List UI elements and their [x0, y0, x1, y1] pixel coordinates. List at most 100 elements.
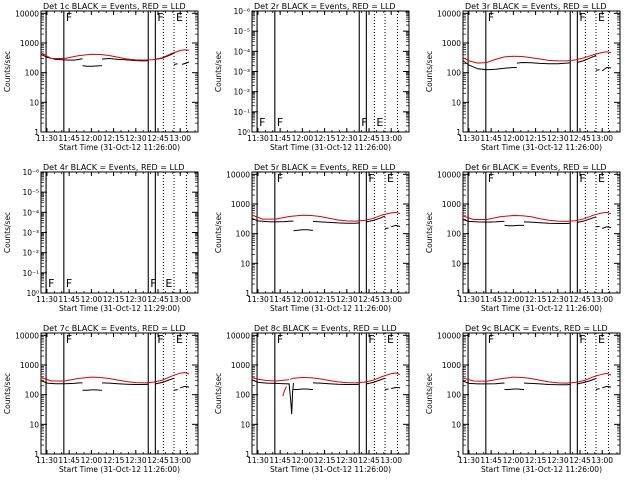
panel-7: Det 7c BLACK = Events, RED = LLD 11:30 11:…	[3, 324, 199, 474]
y-axis-label: Counts/sec	[214, 51, 223, 92]
events-series-line	[40, 380, 83, 385]
events-series-line	[251, 217, 294, 223]
x-tick-label: 12:45	[147, 134, 169, 143]
y-axis-label: Counts/sec	[425, 373, 434, 414]
y-axis-label: Counts/sec	[214, 212, 223, 253]
x-tick-label: 12:45	[358, 295, 380, 304]
panel-title: Det 6r BLACK = Events, RED = LLD	[465, 163, 607, 172]
plot-frame	[251, 171, 410, 294]
y-tick-label: 100	[25, 391, 40, 400]
y-axis-label: Counts/sec	[3, 51, 12, 92]
events-series-line	[181, 61, 190, 65]
marker-flag: E	[598, 333, 605, 346]
y-tick-label: 10⁻⁴	[233, 47, 250, 56]
marker-flag: F	[579, 333, 585, 346]
x-tick-label: 13:00	[169, 295, 191, 304]
marker-flag: F	[66, 277, 72, 290]
panel-8: Det 8c BLACK = Events, RED = LLD 11:30 11:…	[214, 324, 410, 474]
y-axis-label: Counts/sec	[425, 212, 434, 253]
plot-frame	[40, 10, 199, 133]
panel-title: Det 9c BLACK = Events, RED = LLD	[465, 324, 608, 333]
x-tick-label: 12:15	[314, 134, 336, 143]
plot-frame	[40, 332, 199, 455]
y-tick-label: 10000	[226, 170, 250, 179]
events-series-line	[293, 229, 313, 232]
y-tick-label: 10000	[15, 331, 39, 340]
panel-5: Det 5r BLACK = Events, RED = LLD 11:30 11:…	[214, 163, 410, 313]
x-tick-label: 12:00	[503, 134, 525, 143]
y-tick-label: 10⁰	[26, 289, 39, 298]
y-tick-label: 10	[451, 259, 461, 268]
marker-flag: E	[598, 172, 605, 185]
panel-title: Det 2r BLACK = Events, RED = LLD	[254, 2, 396, 11]
events-series-line	[523, 382, 571, 386]
events-series-line	[577, 216, 597, 223]
y-tick-label: 1000	[442, 200, 461, 209]
x-tick-label: 12:15	[103, 295, 125, 304]
x-tick-label: 11:45	[58, 295, 80, 304]
events-series-line	[312, 382, 360, 385]
events-series-line	[577, 55, 597, 63]
y-tick-label: 100	[447, 391, 462, 400]
x-tick-label: 11:30	[247, 134, 269, 143]
y-tick-label: 10⁻⁴	[22, 208, 39, 217]
x-tick-label: 12:00	[81, 295, 103, 304]
y-tick-label: 10	[29, 98, 39, 107]
y-tick-label: 100	[236, 391, 251, 400]
events-series-line	[462, 219, 505, 223]
y-tick-label: 10000	[437, 331, 461, 340]
events-series-line	[523, 221, 571, 224]
x-tick-label: 12:30	[125, 134, 147, 143]
x-tick-label: 13:00	[380, 456, 402, 465]
x-tick-label: 13:00	[169, 134, 191, 143]
y-tick-label: 100	[447, 230, 462, 239]
marker-flag: F	[277, 172, 283, 185]
x-tick-label: 12:15	[525, 295, 547, 304]
marker-flag: E	[176, 11, 183, 24]
events-series-line	[595, 69, 600, 71]
y-tick-label: 10	[451, 98, 461, 107]
marker-flag: E	[176, 333, 183, 346]
y-tick-label: 10000	[437, 9, 461, 18]
x-tick-label: 11:30	[247, 456, 269, 465]
events-series-line	[391, 224, 401, 228]
x-tick-label: 12:30	[125, 295, 147, 304]
y-tick-label: 10	[240, 420, 250, 429]
events-series-line	[391, 386, 401, 390]
x-tick-label: 12:00	[503, 295, 525, 304]
lld-series-line	[251, 377, 290, 382]
y-axis-label: Counts/sec	[3, 212, 12, 253]
x-tick-label: 13:00	[591, 456, 613, 465]
y-tick-label: 10⁻³	[22, 229, 39, 238]
y-tick-label: 10⁰	[237, 128, 250, 137]
marker-flag: F	[368, 333, 374, 346]
x-tick-label: 12:00	[292, 134, 314, 143]
y-tick-label: 1	[34, 450, 39, 459]
x-tick-label: 11:45	[269, 295, 291, 304]
events-series-line	[101, 382, 149, 385]
x-tick-label: 12:00	[81, 134, 103, 143]
x-axis-label: Start Time (31-Oct-12 11:26:00)	[270, 465, 391, 474]
panel-4: Det 4r BLACK = Events, RED = LLD 11:30 11:…	[3, 163, 199, 313]
x-tick-label: 12:45	[358, 134, 380, 143]
x-tick-label: 12:15	[314, 456, 336, 465]
y-tick-label: 10⁻⁶	[233, 7, 250, 16]
x-tick-label: 12:15	[103, 456, 125, 465]
marker-flag: F	[277, 333, 283, 346]
y-axis-label: Counts/sec	[214, 373, 223, 414]
y-tick-label: 10000	[226, 331, 250, 340]
y-tick-label: 1000	[20, 39, 39, 48]
events-series-line	[384, 388, 389, 390]
y-tick-label: 10⁻²	[233, 88, 250, 97]
lld-series-line	[40, 49, 190, 61]
x-tick-label: 12:45	[358, 456, 380, 465]
lld-series-line	[462, 51, 612, 64]
events-series-line	[601, 66, 612, 72]
x-tick-label: 13:00	[591, 295, 613, 304]
y-tick-label: 1	[456, 289, 461, 298]
events-series-line	[251, 379, 294, 415]
events-series-line	[173, 389, 178, 391]
y-tick-label: 10000	[15, 9, 39, 18]
x-tick-label: 11:45	[269, 134, 291, 143]
x-tick-label: 12:00	[292, 456, 314, 465]
